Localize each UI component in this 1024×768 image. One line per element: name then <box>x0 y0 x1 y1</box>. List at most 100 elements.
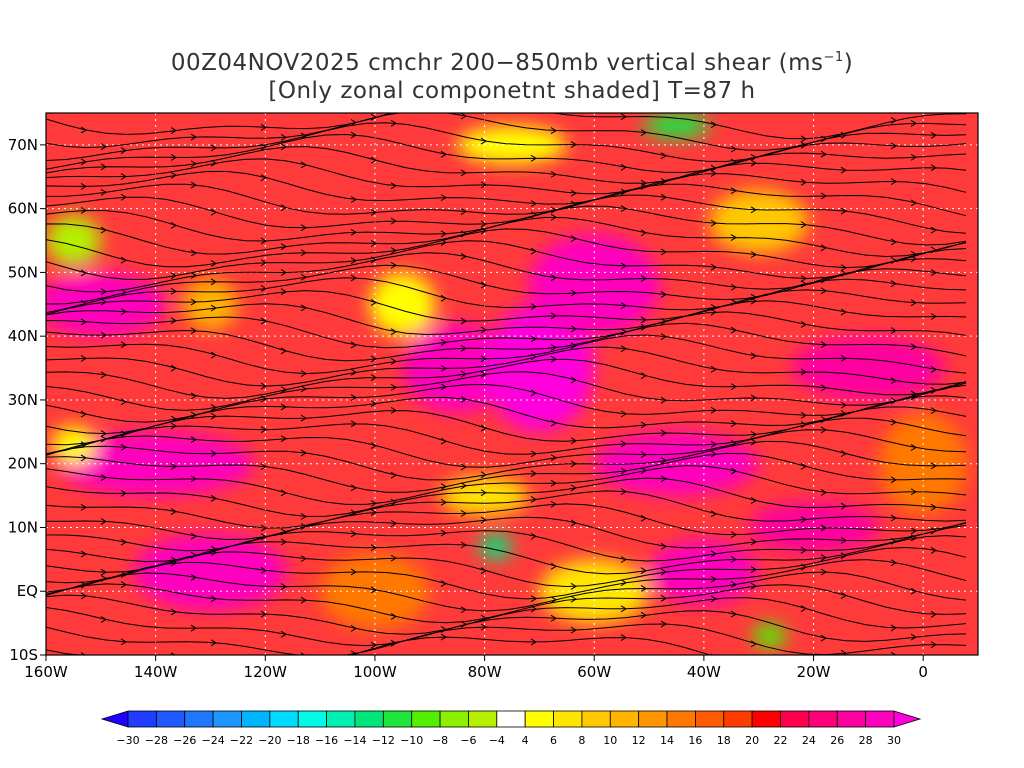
streamline-arrow <box>460 208 467 215</box>
streamline <box>46 606 967 647</box>
x-tick-label: 140W <box>134 663 178 681</box>
streamline-arrow <box>890 280 897 288</box>
streamline-arrow <box>660 457 667 464</box>
colorbar-swatch <box>524 710 554 728</box>
streamline-arrow <box>100 574 107 582</box>
streamline-arrow <box>890 178 897 185</box>
streamline <box>46 490 967 529</box>
streamline-arrow <box>440 498 447 506</box>
y-tick-label: EQ <box>17 582 38 600</box>
streamline-arrow <box>460 113 467 120</box>
streamline-arrow <box>550 170 557 178</box>
streamline-arrow <box>840 264 847 272</box>
streamline <box>46 358 967 399</box>
streamline-arrow <box>800 563 807 571</box>
streamline-arrow <box>840 502 847 510</box>
y-tick-label: 10N <box>8 518 38 536</box>
streamline-arrow <box>660 248 667 256</box>
streamline-arrow <box>190 272 197 279</box>
streamline-arrow <box>820 634 827 642</box>
streamline <box>46 429 967 468</box>
streamline <box>46 158 967 195</box>
y-tick-label: 70N <box>8 136 38 154</box>
shear-field-region <box>457 125 567 165</box>
streamline-arrow <box>840 308 847 316</box>
colorbar-swatch <box>439 710 469 728</box>
streamline-arrow <box>210 495 217 502</box>
streamline-arrow <box>300 385 307 393</box>
streamline-arrow <box>100 298 107 306</box>
streamline-arrow <box>840 450 847 458</box>
colorbar-label: −8 <box>432 734 448 747</box>
streamline-arrow <box>390 357 397 365</box>
streamline-arrow <box>910 199 917 207</box>
streamline-arrow <box>620 410 627 418</box>
streamline-arrow <box>190 574 197 581</box>
streamline-arrow <box>730 531 737 539</box>
colorbar-label: −10 <box>400 734 423 747</box>
streamline-arrow <box>260 610 267 618</box>
chart-title: 00Z04NOV2025 cmchr 200−850mb vertical sh… <box>171 50 853 76</box>
streamline-arrow <box>460 395 467 403</box>
shear-field-region <box>46 215 101 267</box>
streamline-arrow <box>120 193 127 201</box>
streamline-arrow <box>120 288 127 296</box>
streamline-arrow <box>100 188 107 196</box>
streamline-arrow <box>640 129 647 136</box>
streamline-arrow <box>350 196 357 203</box>
streamline <box>46 636 935 655</box>
streamline-arrow <box>300 414 307 422</box>
streamline-arrow <box>350 394 357 401</box>
streamline-arrow <box>640 229 647 237</box>
streamline-arrow <box>350 484 357 492</box>
streamline-arrow <box>80 652 86 655</box>
streamline-arrow <box>800 516 807 523</box>
streamline-arrow <box>480 326 487 334</box>
streamline <box>46 133 967 173</box>
streamline-arrow <box>710 510 717 518</box>
streamline-arrow <box>370 544 377 552</box>
streamline-arrow <box>910 534 917 542</box>
streamline-arrow <box>460 541 467 549</box>
shear-field-region <box>709 189 809 254</box>
streamline-arrow <box>390 182 397 190</box>
streamline-arrow <box>480 371 487 378</box>
streamline-arrow <box>840 207 847 215</box>
shear-field-region <box>528 234 661 337</box>
streamline-arrow <box>210 450 217 458</box>
streamline-arrow <box>300 249 307 257</box>
streamline-arrow <box>910 153 917 161</box>
streamline-arrow <box>660 568 667 576</box>
streamline <box>46 346 967 387</box>
streamline-arrow <box>930 131 937 139</box>
streamline-arrow <box>460 509 467 517</box>
streamline-arrow <box>440 580 447 588</box>
colorbar-label: −12 <box>372 734 395 747</box>
streamline-arrow <box>820 192 827 200</box>
streamline-arrow <box>460 344 467 352</box>
colorbar-label: 10 <box>603 734 617 747</box>
streamline-arrow <box>930 164 937 172</box>
streamline-arrow <box>100 371 107 379</box>
streamline-arrow <box>550 127 557 135</box>
streamline-arrow <box>910 299 917 307</box>
streamline-arrow <box>620 440 627 448</box>
streamline-arrow <box>730 187 737 195</box>
streamline-arrow <box>620 205 627 213</box>
streamline-arrow <box>800 135 807 143</box>
colorbar-swatch <box>553 710 583 728</box>
streamline-arrow <box>710 121 717 129</box>
streamline-arrow <box>190 298 197 306</box>
streamline-arrow <box>370 500 377 507</box>
shear-field-region <box>539 559 650 624</box>
streamline-arrow <box>280 538 287 546</box>
streamline-arrow <box>530 450 537 458</box>
streamline-arrow <box>280 403 287 411</box>
streamline-arrow <box>890 117 897 124</box>
colorbar-label: −16 <box>315 734 338 747</box>
streamline-arrow <box>260 533 267 541</box>
streamline-arrow <box>820 568 827 576</box>
streamline-arrow <box>620 345 627 353</box>
colorbar-label: −30 <box>116 734 139 747</box>
colorbar-label: −22 <box>230 734 253 747</box>
